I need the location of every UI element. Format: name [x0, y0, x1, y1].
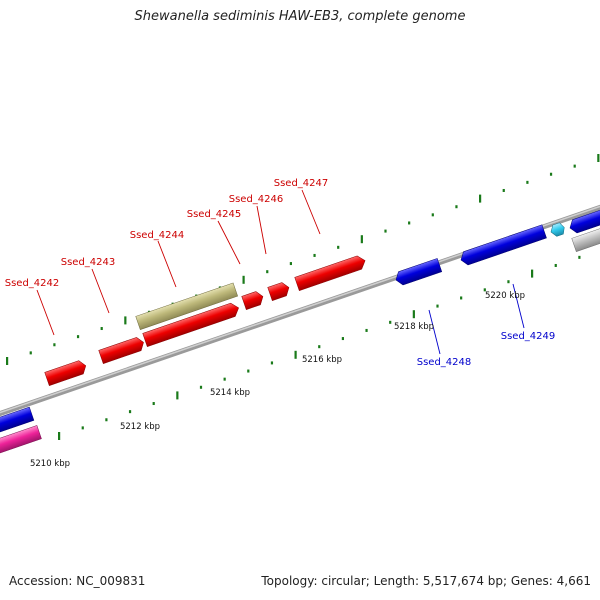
gene-feature[interactable] [0, 406, 35, 435]
scale-label: 5214 kbp [210, 388, 250, 398]
gene-feature[interactable] [44, 359, 88, 386]
tick-mark [502, 188, 505, 192]
gene-feature[interactable] [135, 282, 239, 330]
gene-label[interactable]: Ssed_4242 [5, 278, 60, 289]
scale-label: 5210 kbp [30, 459, 70, 469]
gene-label[interactable]: Ssed_4245 [187, 209, 242, 220]
tick-mark [412, 310, 415, 319]
tick-mark [294, 350, 297, 359]
scale-label: 5218 kbp [394, 322, 434, 332]
gene-feature[interactable] [568, 208, 600, 234]
scale-label: 5216 kbp [302, 355, 342, 365]
tick-mark [318, 345, 321, 349]
scale-labels: 5210 kbp 5212 kbp 5214 kbp 5216 kbp 5218 kbp… [30, 291, 525, 469]
tick-mark [152, 402, 155, 406]
gene-feature[interactable] [394, 258, 443, 286]
gene-feature[interactable] [267, 281, 291, 301]
gene-features [0, 208, 600, 456]
tick-mark [270, 361, 274, 365]
tick-mark [436, 304, 439, 308]
tick-mark [337, 245, 340, 249]
gene-feature[interactable] [294, 254, 368, 291]
tick-mark [289, 262, 292, 266]
tick-mark [266, 270, 269, 274]
tick-mark [408, 221, 411, 225]
gene-feature[interactable] [0, 425, 42, 456]
tick-mark [483, 288, 486, 292]
tick-mark [124, 316, 127, 325]
tick-mark [431, 213, 434, 217]
tick-mark [455, 205, 458, 209]
scale-label: 5212 kbp [120, 422, 160, 432]
tick-mark [360, 235, 363, 244]
gene-label[interactable]: Ssed_4246 [229, 194, 284, 205]
gene-feature[interactable] [571, 226, 600, 252]
tick-mark [199, 385, 203, 389]
gene-feature[interactable] [142, 301, 241, 347]
gene-label[interactable]: Ssed_4243 [61, 257, 116, 268]
tick-mark [554, 263, 557, 267]
tick-mark [6, 357, 9, 365]
tick-mark [223, 377, 226, 381]
tick-mark [573, 164, 576, 168]
accession-text: Accession: NC_009831 [9, 574, 146, 588]
tick-mark [365, 328, 368, 332]
tick-mark [29, 351, 32, 355]
tick-mark [507, 280, 510, 284]
gene-label[interactable]: Ssed_4244 [130, 230, 185, 241]
gene-label[interactable]: Ssed_4249 [501, 331, 556, 342]
topology-text: Topology: circular; Length: 5,517,674 bp… [261, 574, 591, 588]
tick-rows [6, 154, 600, 440]
tick-mark [76, 335, 80, 339]
tick-mark [389, 320, 392, 324]
backbone [0, 204, 600, 417]
tick-mark [176, 391, 179, 400]
tick-mark [531, 269, 534, 278]
tick-mark [105, 418, 108, 422]
tick-mark [597, 154, 600, 162]
tick-mark [460, 296, 463, 300]
tick-mark [242, 275, 245, 284]
tick-mark [81, 426, 84, 430]
tick-mark [53, 343, 56, 347]
tick-mark [58, 432, 61, 440]
tick-mark [479, 194, 482, 203]
gene-feature[interactable] [241, 290, 265, 310]
tick-mark [313, 253, 316, 257]
gene-feature[interactable] [98, 336, 146, 364]
gene-feature[interactable] [459, 224, 547, 267]
tick-mark [341, 337, 344, 341]
tick-mark [384, 229, 387, 233]
tick-mark [100, 327, 103, 331]
map-title: Shewanella sediminis HAW-EB3, complete g… [134, 9, 466, 24]
label-leader-lines [36, 189, 525, 355]
scale-label: 5220 kbp [485, 291, 525, 301]
tick-mark [578, 255, 581, 259]
tick-mark [128, 410, 132, 414]
gene-label[interactable]: Ssed_4247 [274, 178, 329, 189]
gene-label[interactable]: Ssed_4248 [417, 357, 472, 368]
tick-mark [549, 172, 553, 176]
tick-mark [247, 369, 250, 373]
tick-mark [526, 180, 529, 184]
gene-feature[interactable] [549, 222, 566, 238]
